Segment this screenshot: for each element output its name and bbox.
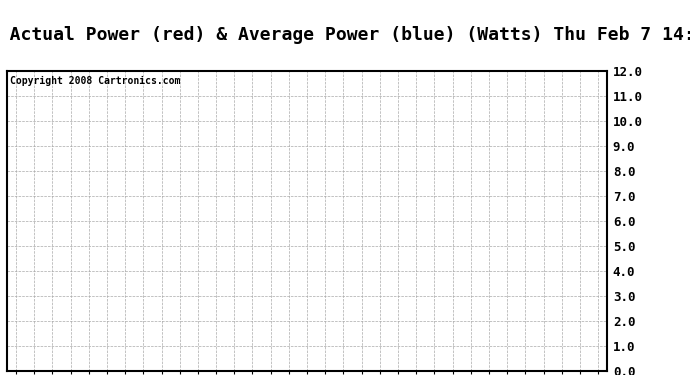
Text: Copyright 2008 Cartronics.com: Copyright 2008 Cartronics.com: [10, 76, 180, 86]
Text: West Array Actual Power (red) & Average Power (blue) (Watts) Thu Feb 7 14:38: West Array Actual Power (red) & Average …: [0, 26, 690, 44]
